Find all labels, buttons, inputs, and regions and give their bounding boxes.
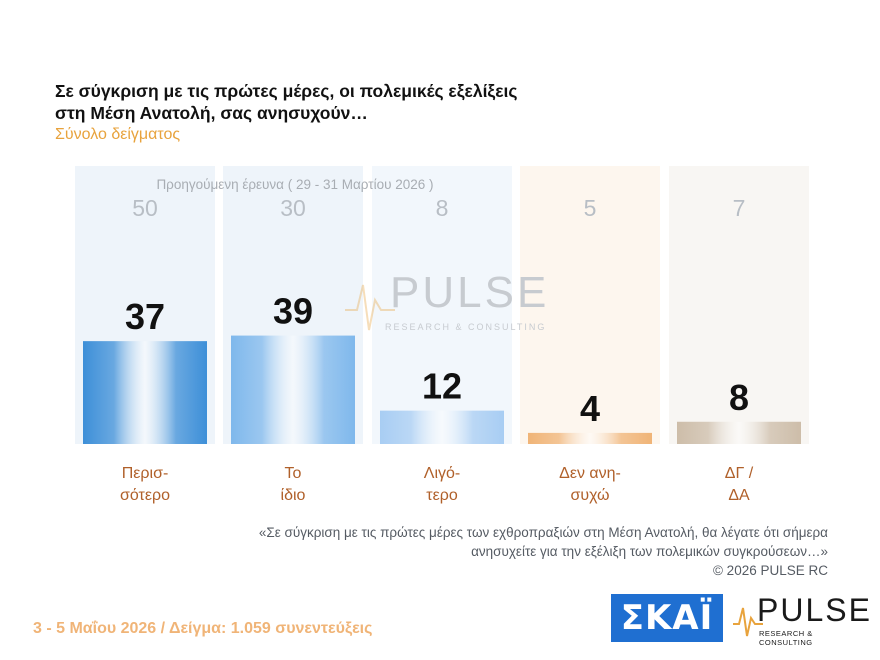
chart-subtitle: Σύνολο δείγματος (55, 126, 181, 143)
category-label: ΔΓ / (725, 465, 754, 482)
current-value-label: 8 (729, 377, 749, 418)
chart-title: Σε σύγκριση με τις πρώτες μέρες, οι πολε… (55, 80, 575, 124)
previous-value-label: 8 (436, 195, 449, 221)
copyright-note: © 2026 PULSE RC (712, 563, 828, 578)
pulse-logo-tagline: RESEARCH & CONSULTING (759, 629, 813, 647)
survey-footer: 3 - 5 Μαΐου 2026 / Δείγμα: 1.059 συνεντε… (33, 620, 373, 637)
pulse-watermark-wave-icon (345, 284, 395, 331)
pulse-watermark-text: PULSE (390, 268, 550, 317)
previous-value-label: 30 (280, 195, 306, 221)
current-bar (380, 410, 504, 444)
previous-survey-label: Προηγούμενη έρευνα ( 29 - 31 Μαρτίου 202… (156, 177, 434, 192)
current-bar (677, 421, 801, 444)
category-label: σότερο (120, 487, 170, 504)
current-value-label: 4 (580, 388, 600, 429)
category-label: Δεν ανη- (559, 465, 621, 482)
previous-survey-column (669, 166, 809, 444)
question-note: «Σε σύγκριση με τις πρώτες μέρες των εχθ… (188, 523, 828, 580)
category-label: Λιγό- (424, 465, 460, 482)
pulse-watermark-tagline: RESEARCH & CONSULTING (385, 322, 547, 332)
question-note-line-2: ανησυχείτε για την εξέλιξη των πολεμικών… (471, 544, 828, 559)
current-bar (528, 432, 652, 444)
previous-survey-column (372, 166, 512, 444)
category-label: ίδιο (281, 487, 306, 504)
previous-survey-column (520, 166, 660, 444)
pulse-logo-text: PULSE (757, 592, 872, 628)
skai-logo: ΣΚΑΪ (611, 594, 723, 642)
chart-title-line-2: στη Μέση Ανατολή, σας ανησυχούν… (55, 103, 368, 123)
previous-value-label: 5 (584, 195, 597, 221)
pulse-logo: PULSE RESEARCH & CONSULTING (733, 592, 870, 647)
current-bar (83, 341, 207, 444)
category-label: Το (285, 465, 302, 482)
current-value-label: 39 (273, 291, 313, 332)
previous-value-label: 50 (132, 195, 158, 221)
bar-chart: 50 37 Περισ-σότερο 30 39 Το ίδιο 8 12 Λιγό-τερο 5 4… (75, 166, 809, 504)
current-bar (231, 335, 355, 444)
category-label: συχώ (570, 487, 609, 504)
current-value-label: 37 (125, 296, 165, 337)
chart-title-line-1: Σε σύγκριση με τις πρώτες μέρες, οι πολε… (55, 81, 518, 101)
previous-value-label: 7 (733, 195, 746, 221)
category-label: ΔΑ (728, 487, 750, 504)
category-label: Περισ- (122, 465, 169, 482)
current-value-label: 12 (422, 366, 462, 407)
category-label: τερο (426, 487, 458, 504)
question-note-line-1: «Σε σύγκριση με τις πρώτες μέρες των εχθ… (258, 525, 828, 540)
pulse-wave-icon (733, 607, 763, 637)
